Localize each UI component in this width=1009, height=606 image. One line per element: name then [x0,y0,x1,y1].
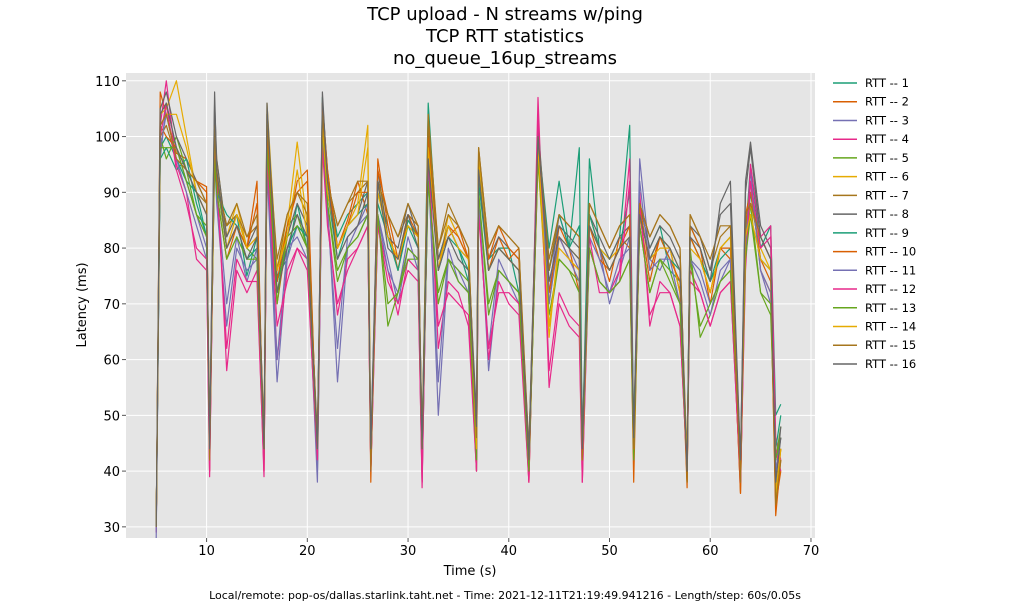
legend-label: RTT -- 12 [865,282,916,296]
y-tick-label: 40 [103,465,120,480]
x-tick-label: 50 [601,544,618,559]
legend-item-rtt-15: RTT -- 15 [833,338,916,352]
tick-labels: 10 20 30 40 50 60 70 30 40 50 60 70 80 90 100 110 [95,75,819,559]
legend-item-rtt-6: RTT -- 6 [833,170,909,184]
x-tick-label: 20 [299,544,316,559]
x-tick-label: 40 [501,544,518,559]
chart-title-line-1: TCP upload - N streams w/ping [366,4,643,25]
x-tick-label: 30 [400,544,417,559]
legend-item-rtt-10: RTT -- 10 [833,245,916,259]
chart-title-line-3: no_queue_16up_streams [393,48,617,69]
legend-label: RTT -- 3 [865,113,909,127]
legend-label: RTT -- 7 [865,188,909,202]
chart-title-line-2: TCP RTT statistics [425,26,584,47]
legend-item-rtt-13: RTT -- 13 [833,301,916,315]
y-tick-label: 50 [103,409,120,424]
legend-item-rtt-2: RTT -- 2 [833,95,909,109]
legend-label: RTT -- 14 [865,319,916,333]
legend-item-rtt-16: RTT -- 16 [833,357,916,371]
legend: RTT -- 1 RTT -- 2 RTT -- 3 RTT -- 4 RTT -- 5… [833,76,916,371]
legend-label: RTT -- 16 [865,357,916,371]
legend-label: RTT -- 5 [865,151,909,165]
legend-label: RTT -- 11 [865,263,916,277]
legend-item-rtt-12: RTT -- 12 [833,282,916,296]
legend-label: RTT -- 9 [865,226,909,240]
x-tick-label: 10 [198,544,215,559]
legend-label: RTT -- 13 [865,301,916,315]
legend-item-rtt-7: RTT -- 7 [833,188,909,202]
legend-label: RTT -- 15 [865,338,916,352]
legend-label: RTT -- 8 [865,207,909,221]
legend-item-rtt-9: RTT -- 9 [833,226,909,240]
legend-item-rtt-14: RTT -- 14 [833,319,916,333]
series-lines [155,80,782,539]
y-tick-label: 30 [103,521,120,536]
legend-label: RTT -- 10 [865,245,916,259]
legend-item-rtt-4: RTT -- 4 [833,132,909,146]
x-tick-label: 60 [702,544,719,559]
y-tick-label: 80 [103,242,120,257]
y-tick-label: 90 [103,186,120,201]
y-tick-label: 100 [95,131,120,146]
x-tick-label: 70 [803,544,820,559]
x-axis-label: Time (s) [443,564,497,579]
legend-item-rtt-11: RTT -- 11 [833,263,916,277]
legend-item-rtt-8: RTT -- 8 [833,207,909,221]
legend-label: RTT -- 4 [865,132,909,146]
legend-item-rtt-1: RTT -- 1 [833,76,909,90]
y-tick-label: 110 [95,75,120,90]
series-line-rtt-16 [155,91,782,527]
legend-label: RTT -- 1 [865,76,909,90]
y-tick-label: 60 [103,354,120,369]
legend-label: RTT -- 6 [865,170,909,184]
legend-item-rtt-5: RTT -- 5 [833,151,909,165]
footer-info: Local/remote: pop-os/dallas.starlink.tah… [209,589,801,602]
legend-label: RTT -- 2 [865,95,909,109]
y-axis-label: Latency (ms) [75,262,90,347]
y-tick-label: 70 [103,298,120,313]
legend-item-rtt-3: RTT -- 3 [833,113,909,127]
